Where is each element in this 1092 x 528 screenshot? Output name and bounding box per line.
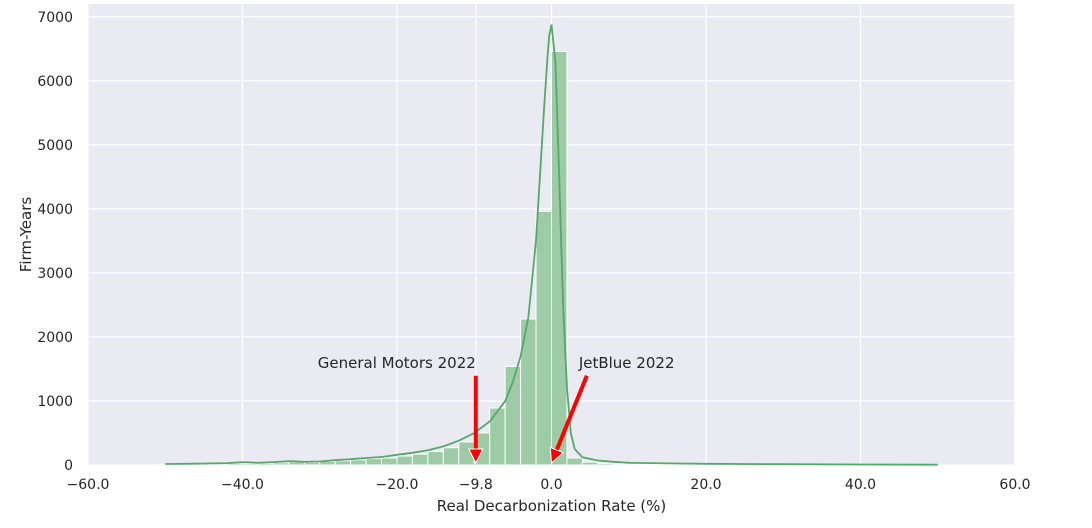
histogram-bar bbox=[257, 462, 274, 466]
histogram-bar bbox=[427, 451, 444, 466]
x-axis-label: Real Decarbonization Rate (%) bbox=[437, 497, 667, 515]
histogram-bar bbox=[535, 210, 552, 466]
histogram-bar bbox=[272, 462, 290, 466]
annotation-label: JetBlue 2022 bbox=[578, 354, 675, 372]
kde-curve bbox=[165, 24, 938, 466]
x-tick-label: 20.0 bbox=[690, 477, 721, 493]
x-tick-label: 0.0 bbox=[540, 477, 562, 493]
y-tick-label: 2000 bbox=[37, 330, 73, 346]
histogram-bar bbox=[643, 463, 661, 466]
annotation-arrow-shaft bbox=[554, 375, 589, 451]
y-tick-label: 1000 bbox=[37, 394, 73, 410]
y-tick-label: 6000 bbox=[37, 74, 73, 90]
histogram-bar bbox=[581, 461, 599, 466]
y-tick-label: 3000 bbox=[37, 266, 73, 282]
x-tick-label: −9.8 bbox=[459, 477, 493, 493]
histogram-bar bbox=[334, 460, 352, 466]
histogram-bar bbox=[551, 50, 568, 466]
x-tick-label: −20.0 bbox=[376, 477, 419, 493]
histogram-bar bbox=[411, 453, 429, 466]
histogram-bar bbox=[628, 463, 645, 466]
y-tick-label: 4000 bbox=[37, 202, 73, 218]
histogram-bar bbox=[242, 463, 259, 466]
y-tick-label: 5000 bbox=[37, 138, 73, 154]
x-tick-label: 40.0 bbox=[845, 477, 876, 493]
histogram-bar bbox=[365, 458, 383, 466]
y-tick-label: 7000 bbox=[37, 10, 73, 26]
histogram-bar bbox=[442, 447, 460, 466]
y-axis-tick-labels: 0 1000 2000 3000 4000 5000 6000 7000 bbox=[37, 10, 73, 474]
histogram-bar bbox=[350, 459, 367, 466]
x-tick-label: −60.0 bbox=[67, 477, 110, 493]
histogram-bar bbox=[489, 407, 506, 466]
y-tick-label: 0 bbox=[64, 458, 73, 474]
histogram-bar bbox=[303, 461, 321, 466]
annotations: General Motors 2022 JetBlue 2022 bbox=[318, 354, 675, 465]
histogram-bar bbox=[396, 455, 413, 466]
annotation-label: General Motors 2022 bbox=[318, 354, 476, 372]
x-tick-label: −40.0 bbox=[221, 477, 264, 493]
histogram-bar bbox=[566, 457, 583, 466]
x-tick-label: 60.0 bbox=[999, 477, 1030, 493]
histogram-bar bbox=[381, 457, 398, 466]
annotation-arrow-head bbox=[467, 448, 484, 465]
y-axis-label: Firm-Years bbox=[17, 197, 35, 273]
x-axis-tick-labels: −60.0 −40.0 −20.0 −9.8 0.0 20.0 40.0 60.0 bbox=[67, 477, 1031, 493]
histogram-bar bbox=[597, 462, 614, 466]
histogram-bar bbox=[612, 463, 630, 466]
annotation-arrow-head bbox=[549, 446, 565, 465]
histogram-bar bbox=[659, 463, 676, 466]
